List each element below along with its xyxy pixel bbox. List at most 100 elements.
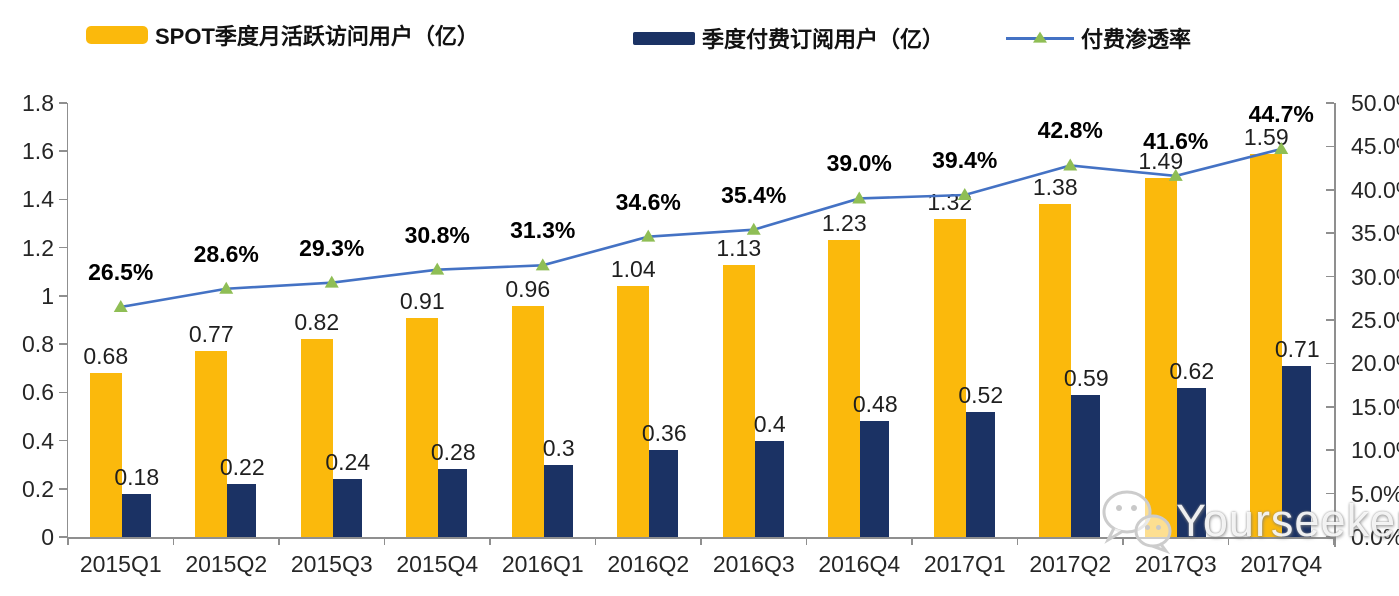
y-axis-label-left: 0.8 bbox=[22, 331, 54, 358]
bar-label-subs: 0.62 bbox=[1169, 357, 1215, 384]
penetration-label: 39.0% bbox=[826, 150, 892, 177]
y-axis-label-left: 1.2 bbox=[22, 234, 54, 261]
penetration-label: 28.6% bbox=[193, 240, 259, 267]
right-axis-tick bbox=[1326, 536, 1334, 538]
left-axis-tick bbox=[59, 150, 67, 152]
x-axis-tick bbox=[805, 537, 808, 545]
trend-marker-triangle-icon bbox=[852, 191, 867, 204]
x-axis-tick bbox=[67, 537, 69, 545]
x-axis-label: 2016Q2 bbox=[607, 551, 690, 577]
x-axis-tick bbox=[278, 537, 280, 545]
legend-label-penetration: 付费渗透率 bbox=[1081, 27, 1192, 52]
bar-subs bbox=[965, 411, 995, 537]
left-axis-tick bbox=[59, 343, 67, 345]
y-axis-label-right: 15.0% bbox=[1351, 393, 1399, 420]
bar-label-mau: 0.96 bbox=[505, 275, 551, 302]
x-axis-tick bbox=[1227, 537, 1230, 545]
legend-label-subs: 季度付费订阅用户（亿） bbox=[702, 27, 945, 52]
bar-subs bbox=[438, 469, 468, 537]
penetration-label: 26.5% bbox=[88, 258, 154, 285]
bar-label-mau: 0.68 bbox=[83, 343, 129, 370]
trend-marker-triangle-icon bbox=[1168, 168, 1183, 181]
bar-subs bbox=[332, 479, 362, 537]
trend-marker-triangle-icon bbox=[219, 281, 234, 294]
bar-subs bbox=[1176, 387, 1206, 537]
bar-subs bbox=[754, 440, 784, 537]
x-axis-label: 2015Q3 bbox=[290, 551, 373, 577]
penetration-label: 35.4% bbox=[721, 181, 787, 208]
bar-label-mau: 1.38 bbox=[1032, 174, 1078, 201]
bar-mau bbox=[511, 305, 544, 537]
penetration-label: 29.3% bbox=[299, 234, 365, 261]
x-axis-tick bbox=[383, 537, 386, 545]
legend-item-subs: 季度付费订阅用户（亿） bbox=[633, 22, 944, 54]
legend-item-mau: SPOT季度月活跃访问用户（亿） bbox=[86, 19, 479, 51]
y-axis-label-left: 1.6 bbox=[22, 138, 54, 165]
bar-subs bbox=[649, 450, 679, 537]
bar-subs bbox=[1071, 394, 1101, 537]
trend-marker-triangle-icon bbox=[324, 275, 339, 288]
x-axis-label: 2017Q2 bbox=[1029, 551, 1112, 577]
left-axis-tick bbox=[59, 295, 67, 297]
x-axis-tick bbox=[1016, 537, 1019, 545]
bar-label-mau: 1.04 bbox=[610, 256, 656, 283]
x-axis-label: 2017Q1 bbox=[923, 551, 1006, 577]
trend-line bbox=[120, 147, 1282, 309]
x-axis-tick bbox=[911, 537, 913, 545]
right-axis-tick bbox=[1326, 362, 1334, 365]
bar-mau bbox=[1039, 204, 1072, 537]
right-axis-tick bbox=[1326, 275, 1334, 278]
penetration-label: 39.4% bbox=[932, 147, 998, 173]
bar-label-mau: 0.82 bbox=[294, 309, 340, 336]
y-axis-label-right: 50.0% bbox=[1351, 90, 1399, 116]
bar-label-subs: 0.36 bbox=[641, 420, 687, 447]
x-axis-label: 2015Q1 bbox=[79, 551, 162, 577]
bar-label-subs: 0.48 bbox=[852, 391, 898, 418]
y-axis-label-right: 45.0% bbox=[1351, 133, 1399, 160]
trend-marker-triangle-icon bbox=[113, 299, 128, 312]
trend-marker-triangle-icon bbox=[1274, 142, 1289, 155]
bar-label-subs: 0.59 bbox=[1063, 364, 1109, 391]
x-axis-tick bbox=[594, 537, 597, 545]
penetration-label: 41.6% bbox=[1143, 127, 1209, 154]
y-axis-label-left: 0 bbox=[41, 524, 54, 550]
y-axis-label-right: 20.0% bbox=[1351, 350, 1399, 377]
y-axis-label-left: 1 bbox=[41, 282, 54, 309]
bar-mau bbox=[722, 264, 755, 537]
left-axis-tick bbox=[59, 198, 67, 201]
bar-mau bbox=[406, 317, 439, 537]
trend-marker-triangle-icon bbox=[957, 188, 972, 201]
bar-mau bbox=[89, 373, 122, 537]
legend-line-swatch bbox=[1006, 31, 1074, 43]
bar-label-mau: 1.23 bbox=[821, 210, 867, 237]
bar-mau bbox=[1144, 177, 1177, 537]
bar-label-subs: 0.28 bbox=[430, 439, 476, 466]
x-axis-label: 2016Q3 bbox=[712, 551, 795, 577]
bar-label-subs: 0.22 bbox=[219, 453, 265, 480]
trend-marker-triangle-icon bbox=[1063, 158, 1078, 171]
right-axis-tick bbox=[1326, 492, 1334, 495]
legend-item-penetration: 付费渗透率 bbox=[1006, 22, 1191, 54]
bar-mau bbox=[1250, 153, 1283, 537]
y-axis-label-right: 35.0% bbox=[1351, 220, 1399, 247]
left-axis-tick bbox=[59, 391, 67, 394]
penetration-label: 44.7% bbox=[1248, 101, 1314, 127]
x-axis-label: 2015Q4 bbox=[396, 551, 479, 577]
left-axis-tick bbox=[59, 439, 67, 442]
left-axis-tick bbox=[59, 536, 67, 538]
left-axis-tick bbox=[59, 102, 67, 104]
trend-marker-triangle-icon bbox=[746, 222, 761, 235]
y-axis-label-left: 0.4 bbox=[22, 427, 54, 454]
bar-subs bbox=[121, 493, 151, 537]
y-axis-label-right: 0.0% bbox=[1351, 524, 1399, 550]
y-axis-label-right: 10.0% bbox=[1351, 437, 1399, 464]
bar-label-mau: 0.77 bbox=[188, 321, 234, 348]
bar-mau bbox=[617, 286, 650, 537]
right-axis-tick bbox=[1326, 449, 1334, 451]
bar-label-subs: 0.18 bbox=[114, 463, 160, 490]
bar-label-subs: 0.52 bbox=[958, 381, 1004, 408]
y-axis-label-right: 30.0% bbox=[1351, 263, 1399, 290]
x-axis-label: 2016Q4 bbox=[818, 551, 901, 577]
